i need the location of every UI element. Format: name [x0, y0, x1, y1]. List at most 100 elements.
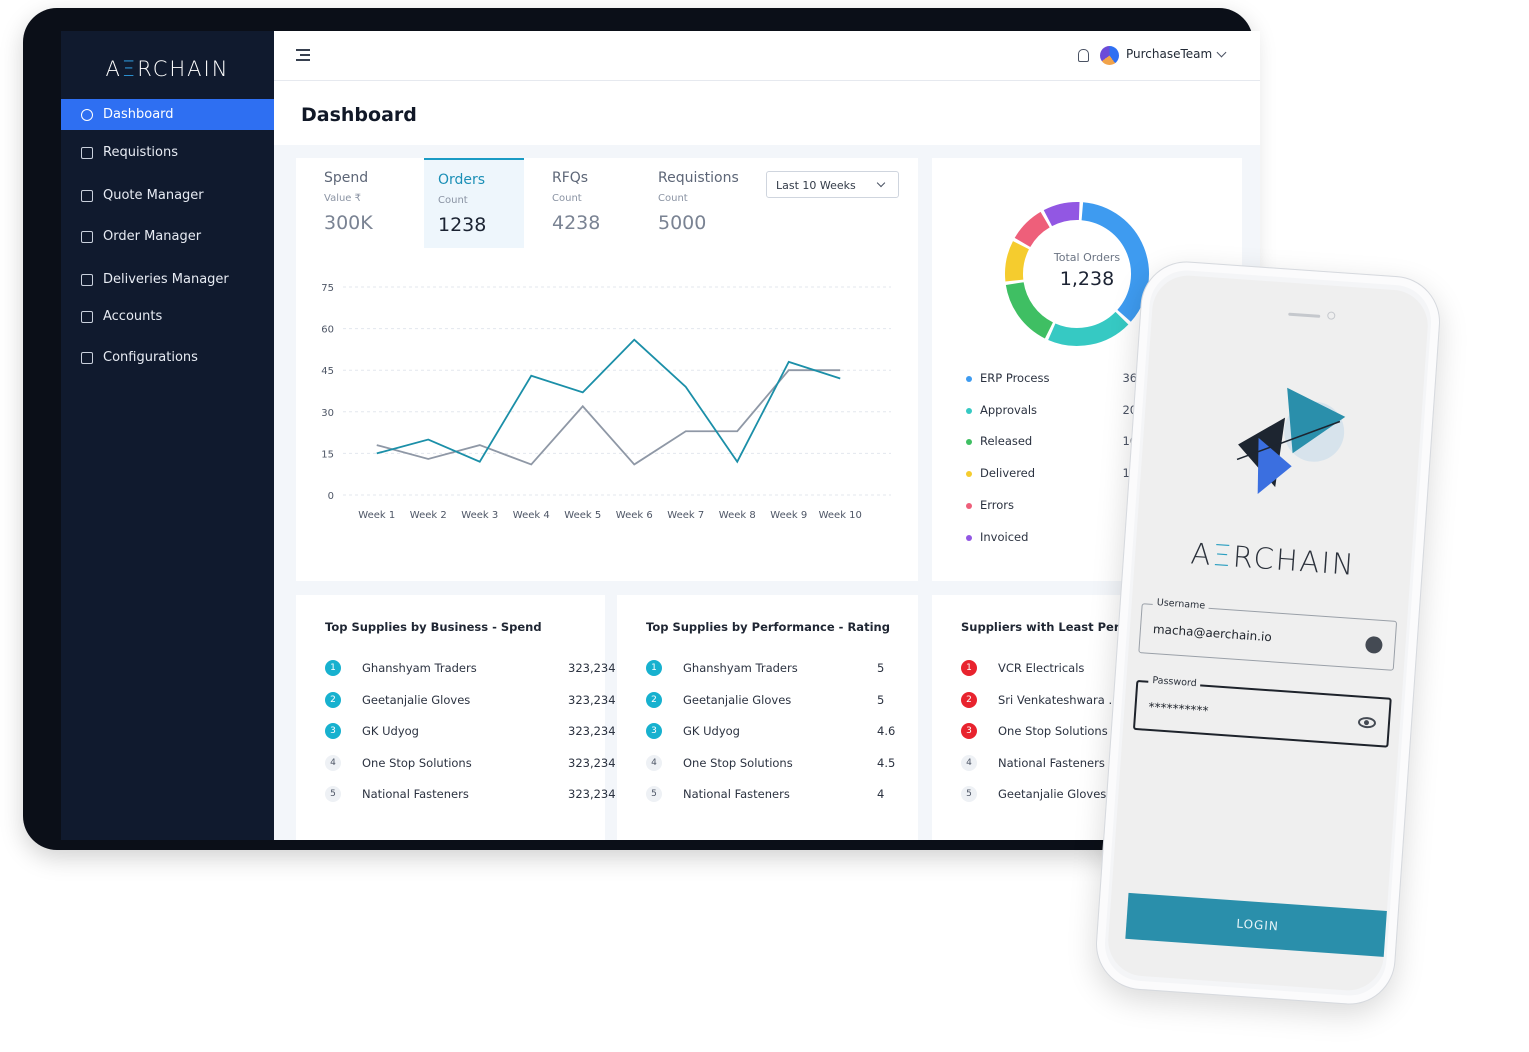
menu-toggle-icon[interactable]: [296, 49, 310, 61]
legend-dot: [966, 502, 972, 509]
range-select[interactable]: Last 10 Weeks: [766, 171, 899, 198]
donut-slice-approvals: [1048, 311, 1129, 346]
kpi-sublabel: Count: [658, 193, 688, 204]
rank-badge: 5: [325, 786, 341, 803]
username-field[interactable]: Username macha@aerchain.io: [1138, 596, 1398, 671]
kpi-value: 1238: [438, 214, 487, 236]
supplier-value: 323,234: [568, 755, 616, 770]
kpi-sublabel: Count: [552, 193, 582, 204]
username-value[interactable]: macha@aerchain.io: [1152, 621, 1273, 645]
account-circle-icon: [1364, 635, 1383, 654]
supplier-name: VCR Electricals: [998, 661, 1085, 675]
rank-badge: 3: [646, 723, 662, 740]
password-field[interactable]: Password **********: [1132, 674, 1392, 748]
topbar: PurchaseTeam: [274, 31, 1260, 81]
rank-badge: 1: [325, 660, 341, 676]
sidebar-item-quote-manager[interactable]: Quote Manager: [61, 180, 274, 211]
sidebar-item-order-manager[interactable]: Order Manager: [61, 221, 274, 252]
kpi-tab-rfqs[interactable]: RFQs Count 4238: [524, 158, 624, 248]
x-tick-label: Week 1: [358, 510, 395, 521]
list-item[interactable]: 1 Ghanshyam Traders 5: [646, 659, 908, 677]
password-value[interactable]: **********: [1148, 699, 1209, 719]
supplier-name: One Stop Solutions: [362, 755, 472, 770]
x-tick-label: Week 2: [410, 510, 447, 521]
login-button[interactable]: LOGIN: [1125, 892, 1390, 958]
legend-label: Approvals: [980, 402, 1038, 417]
donut-slice-erp-process: [1081, 202, 1149, 322]
list-title: Top Supplies by Performance - Rating: [646, 620, 890, 634]
supplier-value: 5: [877, 661, 885, 675]
rank-badge: 2: [961, 691, 977, 708]
supplier-value: 323,234: [568, 692, 616, 707]
kpi-value: 5000: [658, 212, 707, 234]
sidebar-item-requistions[interactable]: Requistions: [61, 137, 274, 168]
rank-badge: 4: [325, 754, 341, 771]
supplier-name: One Stop Solutions: [998, 724, 1108, 739]
edit-icon: [81, 189, 93, 202]
y-tick-label: 75: [321, 283, 334, 294]
list-item[interactable]: 3 GK Udyog 4.6: [646, 722, 908, 740]
supplier-name: Geetanjalie Gloves: [683, 692, 792, 707]
supplier-name: GK Udyog: [362, 724, 419, 739]
legend-dot: [966, 407, 972, 414]
supplier-value: 323,234: [568, 787, 616, 802]
series-line-2: [376, 369, 841, 466]
phone-frame: AΞRCHAIN Username macha@aerchain.io Pass…: [1092, 258, 1444, 1008]
list-item[interactable]: 1 Ghanshyam Traders 323,234: [325, 659, 616, 677]
rank-badge: 4: [646, 754, 662, 771]
total-orders-donut: [1005, 202, 1149, 346]
list-item[interactable]: 1 VCR Electricals: [961, 659, 1223, 677]
list-item[interactable]: 2 Sri Venkateshwara ...: [961, 691, 1223, 709]
list-item[interactable]: 5 Geetanjalie Gloves: [961, 785, 1223, 803]
dashboard-screen: AΞRCHAIN Dashboard Requistions Quote Manag…: [61, 31, 1260, 840]
aerchain-logo-mobile: AΞRCHAIN: [1189, 536, 1357, 582]
user-name[interactable]: PurchaseTeam: [1126, 47, 1213, 61]
orders-chart-card: Spend Value ₹ 300K Orders Count 1238 RFQs Count…: [296, 158, 918, 581]
list-item[interactable]: 5 National Fasteners 4: [646, 785, 908, 803]
rank-badge: 1: [646, 660, 662, 676]
bell-icon[interactable]: [1078, 49, 1089, 62]
x-tick-label: Week 3: [461, 510, 498, 521]
sidebar-item-dashboard[interactable]: Dashboard: [61, 99, 274, 130]
supplier-name: National Fasteners: [683, 787, 790, 802]
list-item[interactable]: 2 Geetanjalie Gloves 5: [646, 691, 908, 709]
legend-label: Delivered: [980, 466, 1036, 481]
list-item[interactable]: 4 One Stop Solutions 4.5: [646, 754, 908, 772]
list-item[interactable]: 5 National Fasteners 323,234: [325, 785, 616, 803]
list-item[interactable]: 3 One Stop Solutions: [961, 722, 1223, 740]
eye-icon[interactable]: [1357, 716, 1377, 729]
sidebar: AΞRCHAIN Dashboard Requistions Quote Manag…: [61, 31, 274, 840]
sidebar-item-label: Configurations: [103, 350, 198, 365]
list-item[interactable]: 2 Geetanjalie Gloves 323,234: [325, 691, 616, 709]
kpi-tab-requistions[interactable]: Requistions Count 5000: [630, 158, 739, 248]
avatar[interactable]: [1100, 46, 1119, 65]
supplier-name: Ghanshyam Traders: [362, 661, 477, 675]
rank-badge: 3: [961, 723, 977, 740]
rank-badge: 2: [325, 691, 341, 708]
y-tick-label: 30: [321, 408, 334, 419]
legend-dot: [966, 471, 972, 478]
kpi-tab-spend[interactable]: Spend Value ₹ 300K: [296, 158, 396, 248]
x-tick-label: Week 6: [616, 510, 653, 521]
kpi-label: Orders: [438, 172, 486, 188]
rank-badge: 3: [325, 723, 341, 740]
sidebar-item-deliveries-manager[interactable]: Deliveries Manager: [61, 264, 274, 295]
chevron-down-icon: [876, 178, 886, 188]
sidebar-item-configurations[interactable]: Configurations: [61, 342, 274, 373]
chevron-down-icon[interactable]: [1216, 47, 1227, 58]
legend-label: Errors: [980, 497, 1015, 512]
legend-label: Invoiced: [980, 529, 1029, 544]
legend-item: Approvals20%: [966, 402, 1148, 420]
list-item[interactable]: 3 GK Udyog 323,234: [325, 722, 616, 740]
legend-item: Delivered10%: [966, 465, 1148, 483]
kpi-tab-orders[interactable]: Orders Count 1238: [424, 158, 524, 248]
kpi-sublabel: Count: [438, 195, 468, 206]
supplier-name: Sri Venkateshwara ...: [998, 692, 1120, 707]
legend-dot: [966, 439, 972, 446]
list-item[interactable]: 4 One Stop Solutions 323,234: [325, 754, 616, 772]
gauge-icon: [81, 108, 93, 121]
sidebar-item-accounts[interactable]: Accounts: [61, 301, 274, 332]
y-tick-label: 60: [321, 325, 334, 336]
list-item[interactable]: 4 National Fasteners: [961, 754, 1223, 772]
legend-dot: [966, 534, 972, 541]
